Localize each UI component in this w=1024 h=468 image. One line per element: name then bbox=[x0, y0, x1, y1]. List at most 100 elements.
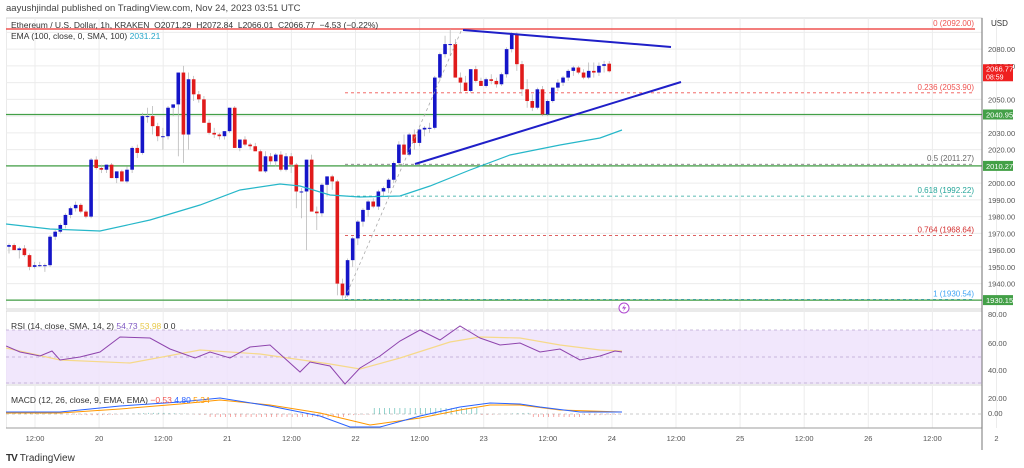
time-tick: 12:00 bbox=[154, 434, 173, 443]
macd-pane[interactable] bbox=[6, 384, 983, 429]
time-tick: 20 bbox=[95, 434, 103, 443]
candlesticks bbox=[7, 29, 612, 299]
candle bbox=[79, 204, 83, 212]
publisher-caption: aayushjindal published on TradingView.co… bbox=[6, 3, 301, 14]
candle bbox=[586, 70, 591, 78]
candle bbox=[32, 265, 37, 267]
ema-100-line bbox=[6, 129, 623, 232]
price-axis[interactable]: USD2080.002070.002050.002030.002020.0020… bbox=[983, 19, 1015, 418]
candle bbox=[530, 101, 535, 108]
candle bbox=[474, 69, 478, 81]
macd-signal-line bbox=[6, 399, 623, 426]
candle bbox=[22, 248, 27, 256]
ascending-trendline[interactable] bbox=[414, 81, 682, 165]
macd-histogram-value: −0.53 bbox=[150, 395, 172, 405]
candle bbox=[463, 82, 468, 91]
candle bbox=[299, 191, 304, 193]
rsi-extra-1: 0 bbox=[163, 321, 169, 331]
candle bbox=[597, 65, 601, 73]
time-tick: 24 bbox=[608, 434, 616, 443]
candle bbox=[315, 211, 319, 214]
ema-legend: EMA (100, close, 0, SMA, 100) 2031.21 bbox=[11, 31, 160, 41]
price-tick: 1950.00 bbox=[988, 263, 1015, 272]
price-pane[interactable] bbox=[6, 17, 983, 310]
candle bbox=[150, 116, 155, 127]
candle bbox=[330, 176, 334, 182]
price-tick: 1980.00 bbox=[988, 213, 1015, 222]
currency-label: USD bbox=[991, 19, 1008, 28]
candle bbox=[320, 184, 324, 214]
rsi-tick: 80.00 bbox=[988, 310, 1007, 319]
candle bbox=[202, 99, 206, 123]
candle bbox=[376, 191, 381, 207]
ohlc-high: H2072.84 bbox=[196, 20, 234, 30]
time-tick: 12:00 bbox=[923, 434, 942, 443]
price-tick: 2030.00 bbox=[988, 129, 1015, 138]
rsi-tick: 60.00 bbox=[988, 339, 1007, 348]
candle bbox=[494, 80, 499, 85]
price-tick: 2020.00 bbox=[988, 146, 1015, 155]
tradingview-mark-icon: TV bbox=[6, 453, 18, 464]
candle bbox=[366, 201, 370, 210]
rsi-extra-2: 0 bbox=[170, 321, 176, 331]
candle bbox=[248, 144, 252, 147]
candle bbox=[294, 164, 299, 192]
candle bbox=[166, 107, 170, 137]
candle bbox=[468, 69, 473, 91]
current-price-tag bbox=[983, 64, 1013, 82]
candle bbox=[12, 245, 16, 251]
candle bbox=[207, 122, 211, 133]
candle bbox=[407, 134, 411, 155]
support-level-value: 2040.95 bbox=[986, 111, 1013, 120]
ema-label: EMA (100, close, 0, SMA, 100) bbox=[11, 31, 128, 41]
candle bbox=[443, 44, 447, 55]
time-tick: 2 bbox=[994, 434, 998, 443]
candle bbox=[89, 159, 93, 217]
fib-label: 1 (1930.54) bbox=[933, 289, 974, 298]
candle bbox=[592, 70, 596, 73]
time-tick: 12:00 bbox=[667, 434, 686, 443]
time-tick: 12:00 bbox=[26, 434, 45, 443]
candle bbox=[58, 224, 63, 232]
candle bbox=[556, 82, 560, 88]
time-axis[interactable]: 12:00 20 12:00 21 12:00 22 12:00 23 12:00 24 12:00… bbox=[26, 434, 999, 443]
price-tick: 1940.00 bbox=[988, 280, 1015, 289]
candle bbox=[48, 236, 52, 266]
tradingview-brand-name: TradingView bbox=[19, 453, 75, 464]
candle bbox=[412, 134, 417, 143]
candle bbox=[550, 87, 555, 102]
candle bbox=[356, 221, 360, 239]
rsi-value: 54.73 bbox=[116, 321, 138, 331]
lightning-icon[interactable] bbox=[618, 302, 630, 314]
price-tick: 1990.00 bbox=[988, 196, 1015, 205]
candle bbox=[114, 171, 119, 179]
candle bbox=[453, 44, 458, 78]
time-tick: 26 bbox=[864, 434, 872, 443]
time-tick: 12:00 bbox=[282, 434, 301, 443]
price-tick: 2050.00 bbox=[988, 95, 1015, 104]
fib-label: 0.236 (2053.90) bbox=[918, 83, 975, 92]
current-price: 2066.77 bbox=[986, 64, 1013, 73]
candle bbox=[130, 147, 134, 170]
time-tick: 12:00 bbox=[795, 434, 814, 443]
candle bbox=[602, 64, 606, 66]
symbol-name: Ethereum / U.S. Dollar, 1h, KRAKEN bbox=[11, 20, 150, 30]
candle bbox=[94, 159, 99, 169]
ohlc-close: C2066.77 bbox=[278, 20, 315, 30]
chart-canvas[interactable]: 0 (2092.00) 0.236 (2053.90) 0.5 (2011.27) 0… bbox=[6, 17, 1024, 450]
candle bbox=[227, 107, 232, 132]
candle bbox=[73, 204, 78, 209]
candle bbox=[479, 80, 483, 86]
fib-label: 0 (2092.00) bbox=[933, 19, 974, 28]
candle bbox=[448, 44, 452, 46]
descending-trendline[interactable] bbox=[462, 29, 672, 48]
tradingview-logo[interactable]: TV TradingView bbox=[6, 453, 75, 464]
candle bbox=[515, 34, 519, 65]
candle bbox=[484, 79, 488, 86]
candle bbox=[140, 116, 145, 153]
candle bbox=[120, 171, 124, 182]
candle bbox=[540, 89, 545, 115]
fib-anchor-line bbox=[344, 28, 463, 299]
candle bbox=[68, 208, 73, 215]
ohlc-low: L2066.01 bbox=[237, 20, 274, 30]
